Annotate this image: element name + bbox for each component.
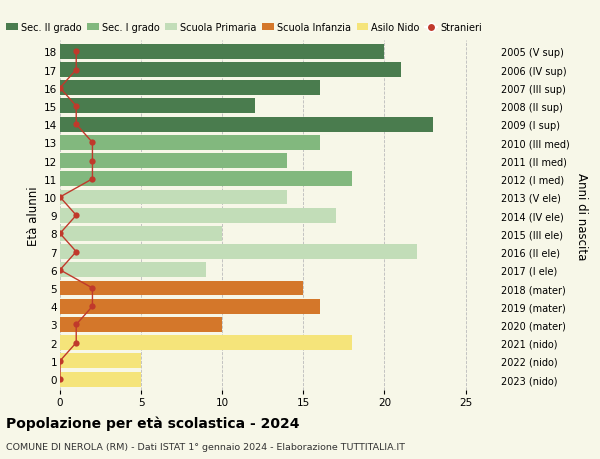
Bar (60, 336, 352, 350)
Bar (60, 245, 417, 259)
Bar (60, 190, 287, 205)
Y-axis label: Anni di nascita: Anni di nascita (575, 172, 588, 259)
Bar (60, 172, 352, 187)
Bar (60, 118, 433, 132)
Bar (60, 135, 320, 151)
Text: Popolazione per età scolastica - 2024: Popolazione per età scolastica - 2024 (6, 415, 299, 430)
Text: COMUNE DI NEROLA (RM) - Dati ISTAT 1° gennaio 2024 - Elaborazione TUTTITALIA.IT: COMUNE DI NEROLA (RM) - Dati ISTAT 1° ge… (6, 442, 405, 451)
Bar (60, 208, 336, 223)
Bar (60, 63, 401, 78)
Bar (60, 45, 385, 60)
Bar (60, 353, 141, 369)
Bar (60, 81, 320, 96)
Bar (60, 372, 141, 386)
Legend: Sec. II grado, Sec. I grado, Scuola Primaria, Scuola Infanzia, Asilo Nido, Stran: Sec. II grado, Sec. I grado, Scuola Prim… (6, 23, 482, 33)
Bar (60, 263, 206, 278)
Bar (60, 281, 304, 296)
Bar (60, 226, 222, 241)
Y-axis label: Età alunni: Età alunni (27, 186, 40, 246)
Bar (60, 154, 287, 168)
Bar (60, 299, 320, 314)
Bar (60, 99, 254, 114)
Bar (60, 317, 222, 332)
